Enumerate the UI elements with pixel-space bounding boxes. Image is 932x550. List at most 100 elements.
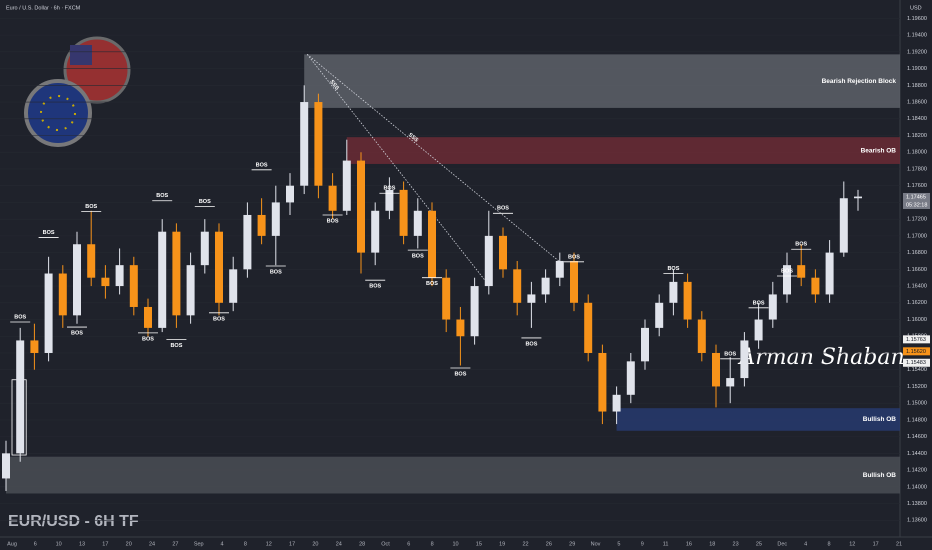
bos-label: BOS [383, 186, 395, 192]
y-tick-label: 1.18200 [907, 133, 927, 139]
candle-body [129, 265, 138, 307]
bos-label: BOS [753, 300, 765, 306]
candle-body [328, 185, 337, 211]
chart-title: EUR/USD - 6H TF [8, 513, 139, 530]
x-tick-label: 6 [34, 541, 37, 547]
bos-label: BOS [781, 268, 793, 274]
candle-body [286, 185, 294, 203]
candle-body [399, 189, 408, 236]
bos-label: BOS [199, 199, 211, 205]
candle-body [570, 260, 578, 303]
candle-body [641, 327, 649, 362]
x-tick-label: 18 [709, 541, 715, 547]
y-tick-label: 1.14000 [907, 484, 927, 490]
x-tick-label: 12 [849, 541, 855, 547]
candle-body [101, 277, 110, 287]
x-tick-label: 8 [431, 541, 434, 547]
candle-body [385, 189, 394, 211]
candle-body [172, 231, 181, 316]
x-tick-label: 16 [686, 541, 692, 547]
candle-body [442, 277, 451, 320]
candle-body [499, 235, 507, 270]
bos-label: BOS [525, 341, 537, 347]
candle-body [300, 102, 309, 186]
candle-body [158, 231, 167, 328]
candle-body [484, 235, 493, 287]
y-tick-label: 1.18000 [907, 150, 927, 156]
x-tick-label: 29 [569, 541, 575, 547]
y-tick-label: 1.19200 [907, 49, 927, 55]
bos-label: BOS [568, 254, 580, 260]
countdown: 05:32:18 [906, 202, 927, 208]
x-tick-label: 22 [522, 541, 528, 547]
zone-label: Bearish Rejection Block [822, 78, 897, 85]
currency: USD [910, 5, 922, 11]
y-tick-label: 1.18400 [907, 116, 927, 122]
x-tick-label: 10 [56, 541, 62, 547]
candle-body [115, 265, 124, 287]
candle-body [30, 340, 39, 353]
signature: Arman Shaban [737, 345, 904, 370]
bos-label: BOS [667, 266, 679, 272]
bos-label: BOS [14, 314, 26, 320]
candle-body [44, 273, 53, 353]
flags [24, 36, 131, 147]
x-tick-label: 19 [499, 541, 505, 547]
candle-body [626, 361, 635, 395]
candle-body [726, 378, 735, 387]
y-tick-label: 1.19000 [907, 66, 927, 72]
candle-body [797, 265, 806, 278]
bos-label: BOS [43, 230, 55, 236]
x-tick-label: 17 [289, 541, 295, 547]
liquidity-line [306, 54, 490, 286]
x-tick-label: 4 [221, 541, 224, 547]
bos-label: BOS [270, 269, 282, 275]
zone [6, 456, 900, 494]
bos-label: BOS [213, 316, 225, 322]
candle-body [186, 265, 195, 316]
candle-body [612, 394, 621, 412]
bos-label: BOS [71, 331, 83, 337]
candle-body [215, 231, 223, 303]
x-tick-label: 27 [172, 541, 178, 547]
x-tick-label: 21 [896, 541, 902, 547]
candle-body [243, 214, 252, 270]
candle-body [825, 252, 834, 295]
x-tick-label: Nov [591, 541, 601, 547]
y-tick-label: 1.15400 [907, 367, 927, 373]
candle-body [669, 281, 678, 303]
bos-label: BOS [412, 254, 424, 260]
liquidity-label: SSS [407, 132, 420, 144]
candle-body [16, 340, 25, 454]
x-tick-label: 26 [546, 541, 552, 547]
price-tag [903, 192, 930, 201]
x-tick-label: 24 [336, 541, 342, 547]
candle-body [598, 352, 607, 412]
y-tick-label: 1.18600 [907, 99, 927, 105]
x-tick-label: 24 [149, 541, 155, 547]
candle-body [229, 269, 238, 303]
y-tick-label: 1.16400 [907, 284, 927, 290]
candle-body [357, 160, 365, 253]
x-tick-label: 20 [312, 541, 318, 547]
x-tick-label: Sep [194, 541, 204, 547]
y-tick-label: 1.17800 [907, 166, 927, 172]
bos-label: BOS [724, 351, 736, 357]
candle-body [87, 244, 96, 278]
candle-body [527, 294, 536, 303]
y-tick-label: 1.14800 [907, 417, 927, 423]
candle-body [768, 294, 777, 320]
zone [346, 137, 900, 164]
liquidity-label: SSS [328, 79, 340, 92]
zone-label: Bullish OB [863, 472, 897, 479]
y-tick-label: 1.14600 [907, 434, 927, 440]
x-tick-label: 20 [126, 541, 132, 547]
y-tick-label: 1.15000 [907, 401, 927, 407]
candle-body [413, 210, 422, 236]
zone [304, 54, 900, 108]
price-tag [903, 347, 930, 356]
candle-body [200, 231, 209, 266]
x-tick-label: 8 [827, 541, 830, 547]
candle-body [783, 265, 791, 295]
price-tag-label: 1.17465 [906, 194, 926, 200]
